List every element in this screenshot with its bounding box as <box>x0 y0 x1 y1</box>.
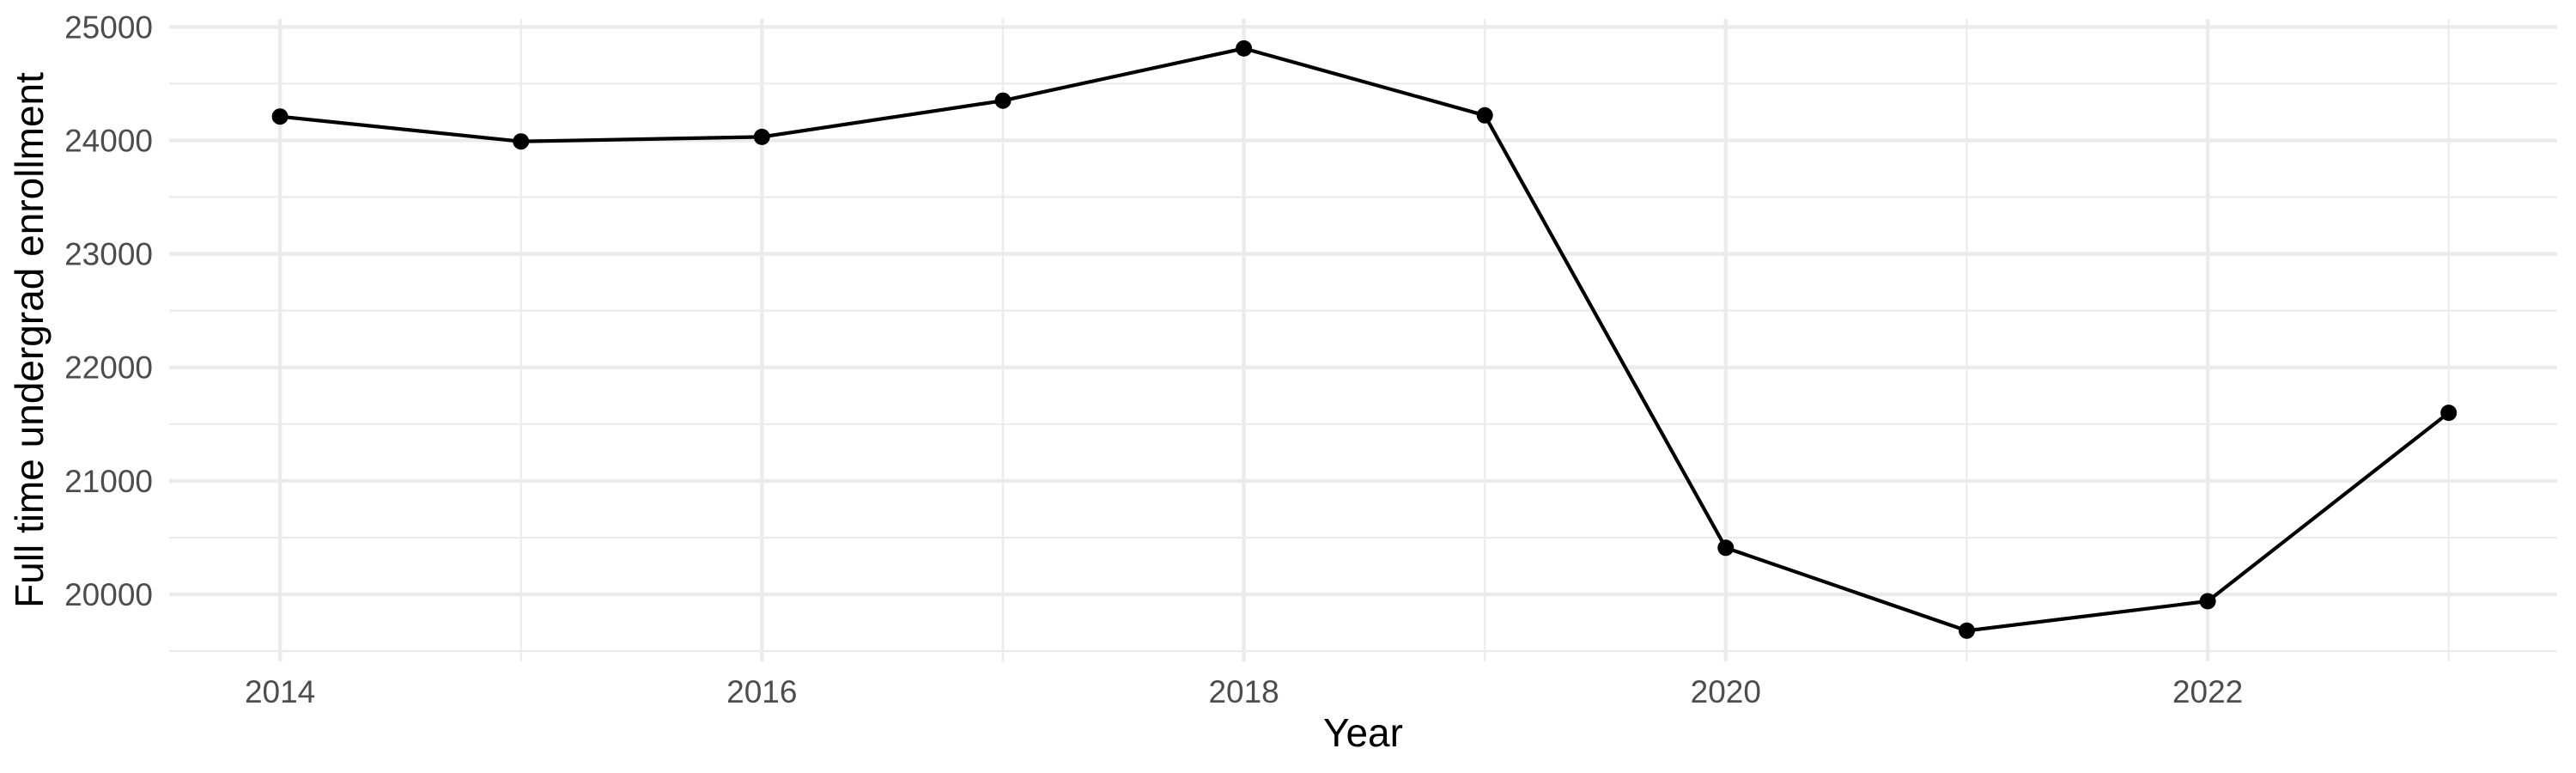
x-tick-label: 2020 <box>1691 674 1761 709</box>
data-point <box>994 92 1012 109</box>
y-tick-label: 25000 <box>64 9 153 45</box>
data-point <box>2199 593 2216 610</box>
x-tick-label: 2016 <box>726 674 797 709</box>
x-tick-label: 2014 <box>245 674 315 709</box>
y-tick-label: 22000 <box>64 350 153 386</box>
data-point <box>1236 40 1253 57</box>
data-point <box>753 128 770 145</box>
data-point <box>1959 622 1975 639</box>
data-point <box>1717 539 1735 557</box>
data-point <box>271 108 289 125</box>
y-tick-label: 23000 <box>64 237 153 272</box>
x-tick-label: 2022 <box>2172 674 2243 709</box>
series-line <box>279 46 2450 633</box>
y-tick-label: 21000 <box>64 464 153 499</box>
x-tick-label: 2018 <box>1208 674 1279 709</box>
data-point <box>2440 405 2458 422</box>
data-point <box>1476 107 1493 124</box>
y-tick-label: 20000 <box>64 577 153 612</box>
y-axis-title: Full time undergrad enrollment <box>7 72 52 608</box>
y-tick-label: 24000 <box>64 123 153 158</box>
x-axis-title: Year <box>1323 710 1403 755</box>
data-point <box>513 133 530 150</box>
